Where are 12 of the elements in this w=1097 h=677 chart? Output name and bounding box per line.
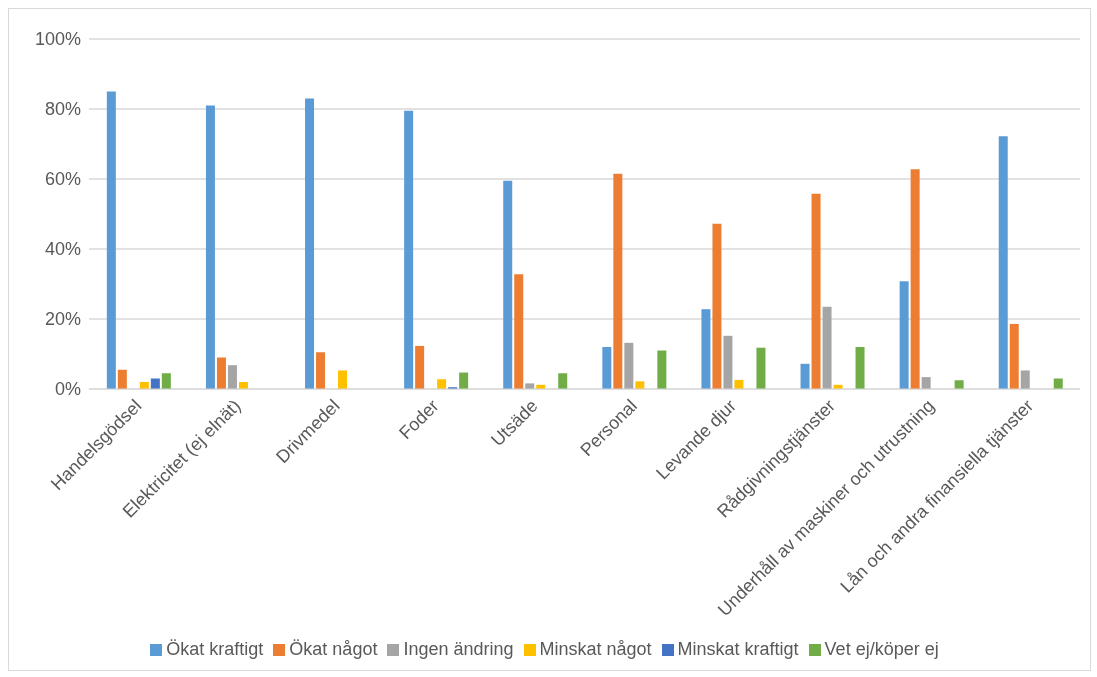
legend-label: Vet ej/köper ej [824,639,939,659]
y-tick-label: 60% [44,169,81,190]
legend-label: Ökat något [289,639,378,659]
legend-label: Ingen ändring [403,639,514,659]
legend-label: Minskat kraftigt [677,639,799,659]
y-tick-label: 80% [44,99,81,120]
y-tick-label: 100% [34,29,81,50]
legend-label: Ökat kraftigt [166,639,264,659]
y-tick-label: 0% [54,379,81,400]
y-tick-label: 20% [44,309,81,330]
y-tick-label: 40% [44,239,81,260]
legend-label: Minskat något [539,639,652,659]
